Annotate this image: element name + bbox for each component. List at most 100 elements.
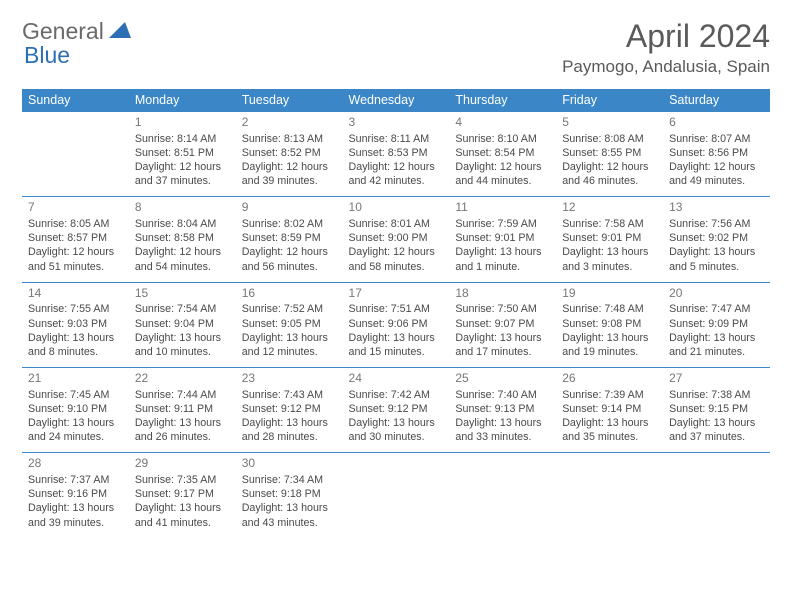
day-number: 21 bbox=[28, 368, 123, 388]
day-cell: 1Sunrise: 8:14 AMSunset: 8:51 PMDaylight… bbox=[129, 112, 236, 197]
day-number: 18 bbox=[455, 283, 550, 303]
sunrise-line: Sunrise: 7:47 AM bbox=[669, 302, 764, 316]
sunrise-line: Sunrise: 8:10 AM bbox=[455, 132, 550, 146]
sunset-line: Sunset: 9:03 PM bbox=[28, 317, 123, 331]
sunset-line: Sunset: 9:16 PM bbox=[28, 487, 123, 501]
sunset-line: Sunset: 8:53 PM bbox=[349, 146, 444, 160]
sunrise-line: Sunrise: 8:02 AM bbox=[242, 217, 337, 231]
daylight-line: Daylight: 12 hours and 42 minutes. bbox=[349, 160, 444, 188]
calendar-table: SundayMondayTuesdayWednesdayThursdayFrid… bbox=[22, 89, 770, 538]
sunrise-line: Sunrise: 8:01 AM bbox=[349, 217, 444, 231]
day-number: 1 bbox=[135, 112, 230, 132]
daylight-line: Daylight: 12 hours and 39 minutes. bbox=[242, 160, 337, 188]
sunset-line: Sunset: 8:59 PM bbox=[242, 231, 337, 245]
logo-text-general: General bbox=[22, 18, 104, 45]
sunrise-line: Sunrise: 8:04 AM bbox=[135, 217, 230, 231]
daylight-line: Daylight: 12 hours and 54 minutes. bbox=[135, 245, 230, 273]
daylight-line: Daylight: 13 hours and 30 minutes. bbox=[349, 416, 444, 444]
logo-triangle-icon bbox=[109, 20, 131, 43]
day-cell: 10Sunrise: 8:01 AMSunset: 9:00 PMDayligh… bbox=[343, 197, 450, 282]
day-number: 3 bbox=[349, 112, 444, 132]
day-number: 13 bbox=[669, 197, 764, 217]
sunset-line: Sunset: 8:51 PM bbox=[135, 146, 230, 160]
sunrise-line: Sunrise: 7:51 AM bbox=[349, 302, 444, 316]
day-header: Wednesday bbox=[343, 89, 450, 112]
daylight-line: Daylight: 13 hours and 19 minutes. bbox=[562, 331, 657, 359]
day-number: 17 bbox=[349, 283, 444, 303]
sunrise-line: Sunrise: 7:55 AM bbox=[28, 302, 123, 316]
day-number: 11 bbox=[455, 197, 550, 217]
day-cell: 11Sunrise: 7:59 AMSunset: 9:01 PMDayligh… bbox=[449, 197, 556, 282]
daylight-line: Daylight: 13 hours and 21 minutes. bbox=[669, 331, 764, 359]
day-cell: 18Sunrise: 7:50 AMSunset: 9:07 PMDayligh… bbox=[449, 282, 556, 367]
day-cell: 29Sunrise: 7:35 AMSunset: 9:17 PMDayligh… bbox=[129, 453, 236, 538]
sunset-line: Sunset: 9:05 PM bbox=[242, 317, 337, 331]
day-cell: 20Sunrise: 7:47 AMSunset: 9:09 PMDayligh… bbox=[663, 282, 770, 367]
week-row: 21Sunrise: 7:45 AMSunset: 9:10 PMDayligh… bbox=[22, 367, 770, 452]
day-cell: 22Sunrise: 7:44 AMSunset: 9:11 PMDayligh… bbox=[129, 367, 236, 452]
day-number: 27 bbox=[669, 368, 764, 388]
daylight-line: Daylight: 12 hours and 44 minutes. bbox=[455, 160, 550, 188]
daylight-line: Daylight: 13 hours and 33 minutes. bbox=[455, 416, 550, 444]
day-cell bbox=[449, 453, 556, 538]
day-cell: 9Sunrise: 8:02 AMSunset: 8:59 PMDaylight… bbox=[236, 197, 343, 282]
day-number: 14 bbox=[28, 283, 123, 303]
day-number: 28 bbox=[28, 453, 123, 473]
sunrise-line: Sunrise: 7:39 AM bbox=[562, 388, 657, 402]
daylight-line: Daylight: 13 hours and 37 minutes. bbox=[669, 416, 764, 444]
day-cell: 24Sunrise: 7:42 AMSunset: 9:12 PMDayligh… bbox=[343, 367, 450, 452]
day-header: Thursday bbox=[449, 89, 556, 112]
day-header: Friday bbox=[556, 89, 663, 112]
sunrise-line: Sunrise: 8:14 AM bbox=[135, 132, 230, 146]
day-cell: 19Sunrise: 7:48 AMSunset: 9:08 PMDayligh… bbox=[556, 282, 663, 367]
day-header: Monday bbox=[129, 89, 236, 112]
sunset-line: Sunset: 9:12 PM bbox=[242, 402, 337, 416]
day-cell: 14Sunrise: 7:55 AMSunset: 9:03 PMDayligh… bbox=[22, 282, 129, 367]
day-cell bbox=[663, 453, 770, 538]
day-number: 25 bbox=[455, 368, 550, 388]
sunset-line: Sunset: 9:04 PM bbox=[135, 317, 230, 331]
sunrise-line: Sunrise: 8:07 AM bbox=[669, 132, 764, 146]
sunset-line: Sunset: 9:00 PM bbox=[349, 231, 444, 245]
sunset-line: Sunset: 9:01 PM bbox=[562, 231, 657, 245]
sunset-line: Sunset: 9:02 PM bbox=[669, 231, 764, 245]
day-cell: 30Sunrise: 7:34 AMSunset: 9:18 PMDayligh… bbox=[236, 453, 343, 538]
day-cell bbox=[343, 453, 450, 538]
day-cell: 26Sunrise: 7:39 AMSunset: 9:14 PMDayligh… bbox=[556, 367, 663, 452]
day-cell bbox=[22, 112, 129, 197]
day-cell: 6Sunrise: 8:07 AMSunset: 8:56 PMDaylight… bbox=[663, 112, 770, 197]
sunrise-line: Sunrise: 7:40 AM bbox=[455, 388, 550, 402]
sunrise-line: Sunrise: 7:54 AM bbox=[135, 302, 230, 316]
day-number: 8 bbox=[135, 197, 230, 217]
sunset-line: Sunset: 8:57 PM bbox=[28, 231, 123, 245]
daylight-line: Daylight: 12 hours and 58 minutes. bbox=[349, 245, 444, 273]
sunset-line: Sunset: 9:06 PM bbox=[349, 317, 444, 331]
week-row: 7Sunrise: 8:05 AMSunset: 8:57 PMDaylight… bbox=[22, 197, 770, 282]
daylight-line: Daylight: 12 hours and 49 minutes. bbox=[669, 160, 764, 188]
sunrise-line: Sunrise: 7:42 AM bbox=[349, 388, 444, 402]
daylight-line: Daylight: 13 hours and 24 minutes. bbox=[28, 416, 123, 444]
day-number: 23 bbox=[242, 368, 337, 388]
header: General April 2024 Paymogo, Andalusia, S… bbox=[22, 18, 770, 77]
day-number: 20 bbox=[669, 283, 764, 303]
day-cell: 21Sunrise: 7:45 AMSunset: 9:10 PMDayligh… bbox=[22, 367, 129, 452]
sunset-line: Sunset: 9:13 PM bbox=[455, 402, 550, 416]
daylight-line: Daylight: 13 hours and 43 minutes. bbox=[242, 501, 337, 529]
day-number: 10 bbox=[349, 197, 444, 217]
sunset-line: Sunset: 9:17 PM bbox=[135, 487, 230, 501]
calendar-body: 1Sunrise: 8:14 AMSunset: 8:51 PM Daylight… bbox=[22, 112, 770, 538]
sunrise-line: Sunrise: 8:05 AM bbox=[28, 217, 123, 231]
day-cell: 12Sunrise: 7:58 AMSunset: 9:01 PMDayligh… bbox=[556, 197, 663, 282]
day-cell: 16Sunrise: 7:52 AMSunset: 9:05 PMDayligh… bbox=[236, 282, 343, 367]
day-number: 5 bbox=[562, 112, 657, 132]
day-number: 6 bbox=[669, 112, 764, 132]
sunset-line: Sunset: 9:12 PM bbox=[349, 402, 444, 416]
daylight-line: Daylight: 13 hours and 5 minutes. bbox=[669, 245, 764, 273]
daylight-line: Daylight: 13 hours and 17 minutes. bbox=[455, 331, 550, 359]
logo-blue-line: Blue bbox=[24, 42, 70, 69]
day-cell: 27Sunrise: 7:38 AMSunset: 9:15 PMDayligh… bbox=[663, 367, 770, 452]
day-number: 29 bbox=[135, 453, 230, 473]
sunset-line: Sunset: 9:10 PM bbox=[28, 402, 123, 416]
sunrise-line: Sunrise: 7:48 AM bbox=[562, 302, 657, 316]
day-number: 12 bbox=[562, 197, 657, 217]
